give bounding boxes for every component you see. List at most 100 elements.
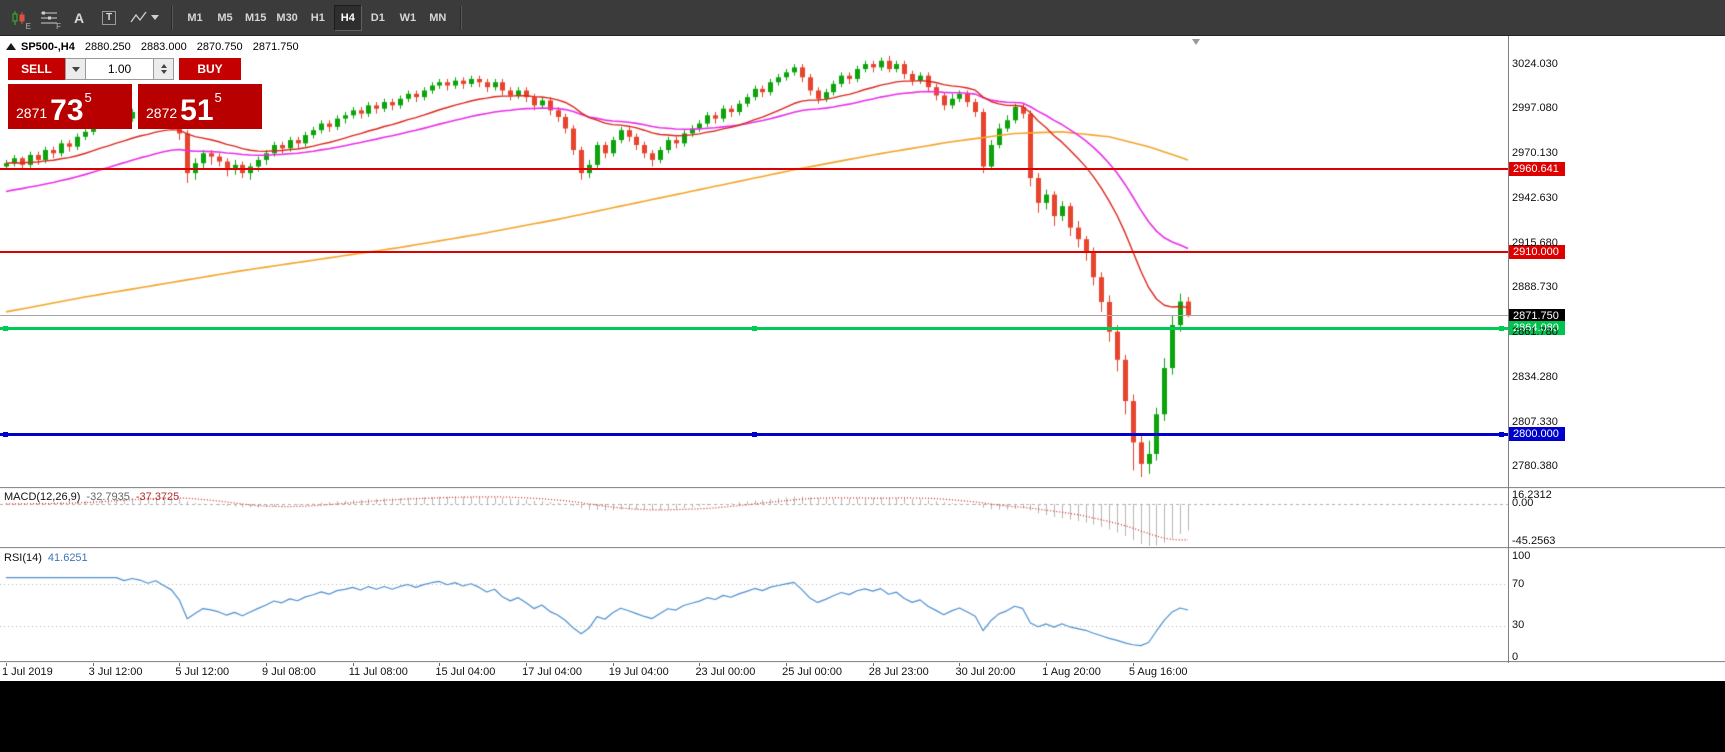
- time-axis-tick: [613, 663, 614, 666]
- pane-separator[interactable]: [0, 547, 1725, 549]
- macd-scale-label: -45.2563: [1512, 534, 1556, 547]
- time-axis-label: 1 Jul 2019: [2, 666, 53, 678]
- zigzag-icon: [129, 11, 147, 22]
- levels-tool-button[interactable]: F: [34, 4, 64, 32]
- pane-separator[interactable]: [0, 661, 1725, 663]
- expert-badge: E: [25, 21, 31, 31]
- polyline-tool-button[interactable]: [124, 4, 164, 32]
- price-scale-separator: [1508, 36, 1509, 663]
- toolbar-separator: [171, 5, 173, 30]
- time-axis-tick: [6, 663, 7, 666]
- price-badge-2871.750: 2871.750: [1509, 308, 1565, 323]
- ask-big-digits: 51: [180, 93, 214, 127]
- text-label-button[interactable]: T: [94, 4, 124, 32]
- timeframe-button-m1[interactable]: M1: [187, 11, 203, 24]
- chart-ohlc-header: SP500-,H4 2880.250 2883.000 2870.750 287…: [21, 41, 306, 53]
- ask-price-button[interactable]: 2872 51 5: [138, 84, 262, 129]
- timeframe-button-m15[interactable]: M15: [245, 11, 267, 24]
- letter-t-icon: T: [101, 10, 117, 25]
- line-handle[interactable]: [1499, 325, 1504, 331]
- bid-sup-digit: 5: [84, 90, 92, 105]
- time-axis-tick: [526, 663, 527, 666]
- timeframe-button-w1[interactable]: W1: [399, 11, 417, 24]
- bid-price-button[interactable]: 2871 73 5: [8, 84, 132, 129]
- volume-input[interactable]: [86, 58, 154, 80]
- volume-dropdown-button[interactable]: [65, 58, 86, 80]
- fibo-badge: F: [56, 21, 61, 31]
- line-handle[interactable]: [752, 325, 757, 331]
- price-scale-label: 2942.630: [1512, 192, 1558, 204]
- macd-pane-canvas[interactable]: [0, 489, 1508, 547]
- rsi-scale-label: 100: [1512, 550, 1531, 562]
- macd-scale-label: 16.2312: [1512, 489, 1552, 501]
- line-handle[interactable]: [3, 431, 8, 437]
- volume-spinner[interactable]: [154, 58, 174, 80]
- ohlc-close: 2871.750: [252, 41, 299, 53]
- price-badge-2960.641: 2960.641: [1509, 161, 1565, 176]
- price-scale-label: 2807.330: [1512, 415, 1558, 428]
- sell-button[interactable]: SELL: [8, 58, 65, 80]
- price-scale-label: 2915.680: [1512, 236, 1558, 249]
- time-axis-tick: [353, 663, 354, 666]
- price-badge-2864.080: 2864.080: [1509, 321, 1565, 336]
- ohlc-open: 2880.250: [84, 41, 131, 53]
- caret-up-icon: [160, 64, 167, 68]
- time-axis-tick: [1133, 663, 1134, 666]
- timeframe-button-d1[interactable]: D1: [370, 11, 385, 24]
- timeframe-button-m5[interactable]: M5: [217, 11, 233, 24]
- one-click-collapse-toggle-icon[interactable]: [6, 43, 16, 50]
- horizontal-line-2871.750[interactable]: [0, 315, 1508, 317]
- time-axis-label: 3 Jul 12:00: [88, 666, 143, 678]
- toolbar-separator: [459, 5, 462, 30]
- rsi-pane-canvas[interactable]: [0, 549, 1508, 661]
- macd-indicator-label: MACD(12,26,9) -32.7935 -37.3725: [4, 491, 179, 503]
- line-handle[interactable]: [3, 325, 8, 331]
- timeframe-button-h1[interactable]: H1: [310, 11, 325, 24]
- toolbar: E F A T M1 M5 M15 M30 H1 H4 D1 W1 MN: [0, 0, 1725, 36]
- price-scale-label: 3024.030: [1512, 57, 1558, 70]
- ask-sup-digit: 5: [214, 90, 222, 105]
- rsi-scale-label: 0: [1512, 650, 1519, 663]
- time-axis-label: 17 Jul 04:00: [522, 666, 583, 678]
- letter-a-icon: A: [73, 9, 85, 26]
- line-handle[interactable]: [1499, 431, 1504, 437]
- time-axis-label: 5 Aug 16:00: [1128, 666, 1188, 678]
- font-tool-button[interactable]: A: [64, 4, 94, 32]
- price-scale-label: 2780.380: [1512, 460, 1558, 473]
- horizontal-line-2960.641[interactable]: [0, 167, 1508, 170]
- symbol-period-label: SP500-,H4: [21, 41, 75, 53]
- macd-scale-label: 0.00: [1512, 497, 1534, 510]
- time-axis-label: 19 Jul 04:00: [608, 666, 669, 678]
- caret-down-icon: [150, 15, 159, 20]
- pane-separator[interactable]: [0, 487, 1725, 489]
- buy-button[interactable]: BUY: [179, 58, 241, 80]
- time-axis-tick: [786, 663, 787, 666]
- timeframe-button-m30[interactable]: M30: [276, 11, 298, 24]
- price-scale-label: 2888.730: [1512, 281, 1558, 294]
- line-handle[interactable]: [752, 431, 757, 437]
- timeframe-button-mn[interactable]: MN: [429, 11, 447, 24]
- time-axis-label: 30 Jul 20:00: [955, 666, 1016, 678]
- rsi-indicator-label: RSI(14) 41.6251: [4, 552, 88, 564]
- timeframe-button-h4[interactable]: H4: [333, 4, 362, 31]
- ohlc-high: 2883.000: [140, 41, 187, 53]
- ohlc-low: 2870.750: [196, 41, 243, 53]
- bid-prefix: 2871: [16, 105, 48, 121]
- macd-name: MACD(12,26,9): [4, 491, 81, 503]
- time-axis-tick: [179, 663, 180, 666]
- price-scale-label: 2861.780: [1512, 325, 1558, 338]
- price-scale-label: 2970.130: [1512, 146, 1558, 159]
- time-axis-label: 28 Jul 23:00: [868, 666, 929, 678]
- candlestick-tool-button[interactable]: E: [4, 4, 34, 32]
- rsi-name: RSI(14): [4, 552, 42, 564]
- levels-icon: [41, 11, 57, 23]
- time-axis-tick: [959, 663, 960, 666]
- time-axis-label: 23 Jul 00:00: [695, 666, 756, 678]
- macd-main-value: -32.7935: [86, 491, 130, 503]
- bid-big-digits: 73: [50, 93, 84, 127]
- macd-signal-value: -37.3725: [135, 491, 180, 503]
- caret-down-icon: [160, 70, 167, 74]
- horizontal-line-2910.000[interactable]: [0, 251, 1508, 254]
- price-badge-2910.000: 2910.000: [1509, 245, 1565, 260]
- time-axis-label: 25 Jul 00:00: [782, 666, 843, 678]
